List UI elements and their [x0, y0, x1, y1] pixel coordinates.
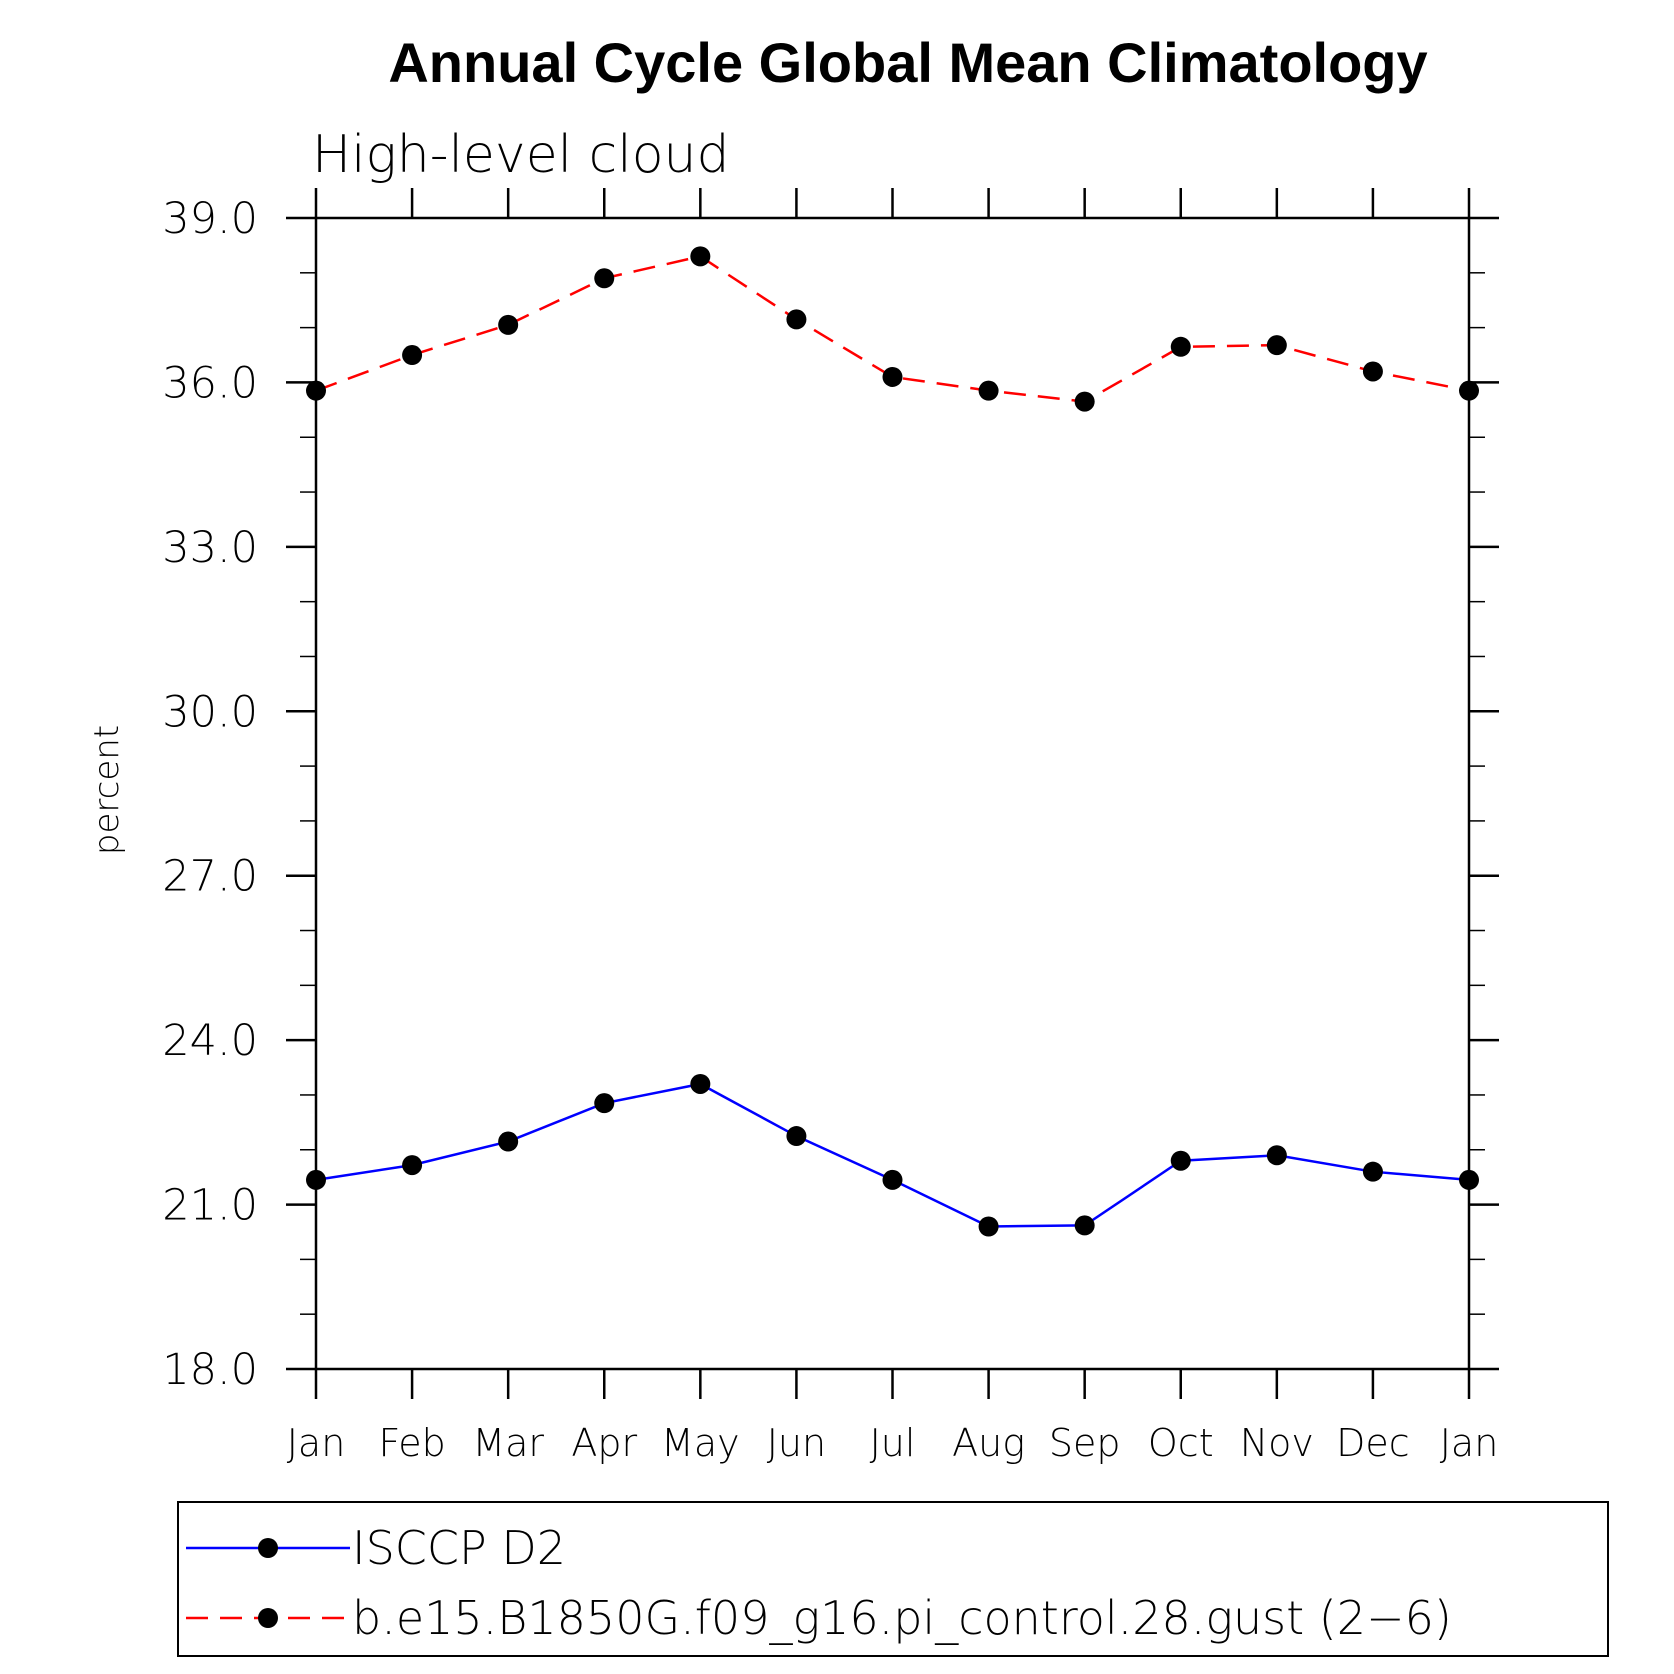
data-point: [1362, 361, 1383, 382]
data-point: [1362, 1161, 1383, 1182]
x-tick-label: Jul: [870, 1421, 916, 1465]
y-tick-label: 21.0: [162, 1181, 258, 1231]
data-point: [402, 1155, 423, 1176]
x-tick-labels: Jan Feb Mar Apr May Jun Jul Aug Sep Oct Nov Dec Jan: [287, 1421, 1499, 1465]
y-tick-label: 27.0: [162, 852, 258, 902]
plot-frame: [314, 216, 1471, 1371]
data-point: [498, 1131, 519, 1152]
x-tick-label: Aug: [952, 1421, 1025, 1465]
data-point: [882, 366, 903, 387]
legend: ISCCP D2 b.e15.B1850G.f09_g16.pi_control…: [177, 1501, 1609, 1657]
y-tick-label: 39.0: [162, 194, 258, 244]
legend-label-model: b.e15.B1850G.f09_g16.pi_control.28.gust …: [352, 1591, 1452, 1645]
data-point: [690, 1073, 711, 1094]
legend-marker-model: [258, 1608, 278, 1628]
x-tick-label: Jan: [287, 1421, 346, 1465]
chart-subtitle: High-level cloud: [312, 125, 729, 185]
x-tick-label: Mar: [472, 1421, 544, 1465]
data-point: [1266, 1145, 1287, 1166]
axis-ticks: [286, 188, 1499, 1399]
data-point: [1074, 391, 1095, 412]
data-point: [402, 345, 423, 366]
data-point: [882, 1169, 903, 1190]
data-point: [1170, 1150, 1191, 1171]
series-layer: [306, 246, 1479, 1237]
data-point: [306, 380, 326, 401]
data-point: [594, 1093, 615, 1114]
x-tick-label: Apr: [571, 1421, 637, 1465]
x-tick-label: Nov: [1240, 1421, 1314, 1465]
x-tick-label: Feb: [378, 1421, 445, 1465]
data-point: [690, 246, 711, 267]
data-point: [594, 268, 615, 289]
x-tick-label: Oct: [1148, 1421, 1214, 1465]
data-point: [786, 309, 807, 330]
data-point: [978, 380, 999, 401]
y-tick-label: 24.0: [162, 1016, 258, 1066]
y-axis-label: percent: [87, 725, 127, 855]
data-point: [306, 1169, 326, 1190]
y-tick-label: 30.0: [162, 687, 258, 737]
data-point: [1459, 1169, 1479, 1190]
series-line-0: [315, 1082, 1470, 1228]
data-point: [786, 1126, 807, 1147]
x-tick-label: Sep: [1049, 1421, 1121, 1465]
y-tick-label: 18.0: [162, 1345, 258, 1395]
data-point: [1459, 380, 1479, 401]
data-point: [1170, 336, 1191, 357]
y-tick-label: 33.0: [162, 523, 258, 573]
data-point: [498, 314, 519, 335]
y-tick-label: 36.0: [162, 358, 258, 408]
x-tick-label: Jan: [1440, 1421, 1499, 1465]
data-point: [1266, 335, 1287, 356]
data-point: [1074, 1215, 1095, 1236]
legend-box: [177, 1501, 1609, 1657]
data-point: [978, 1216, 999, 1237]
x-tick-label: Dec: [1336, 1421, 1410, 1465]
y-tick-labels: 18.0 21.0 24.0 27.0 30.0 33.0 36.0 39.0: [162, 194, 258, 1395]
x-tick-label: Jun: [767, 1421, 826, 1465]
legend-marker-isccp: [258, 1538, 278, 1558]
x-tick-label: May: [661, 1421, 740, 1465]
chart-title: Annual Cycle Global Mean Climatology: [388, 31, 1427, 94]
legend-label-isccp: ISCCP D2: [352, 1521, 566, 1575]
